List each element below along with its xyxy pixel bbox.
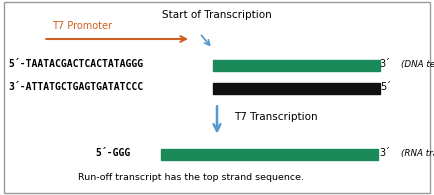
Text: 5´: 5´ xyxy=(380,82,391,92)
FancyBboxPatch shape xyxy=(4,2,430,193)
Text: Start of Transcription: Start of Transcription xyxy=(162,10,272,20)
Text: 5´-TAATACGACTCACTATAGGG: 5´-TAATACGACTCACTATAGGG xyxy=(9,59,144,69)
Text: 5´-GGG: 5´-GGG xyxy=(95,148,131,158)
Text: (RNA transcript): (RNA transcript) xyxy=(401,149,434,158)
Bar xyxy=(213,60,380,71)
Text: 3´: 3´ xyxy=(380,59,391,69)
Text: T7 Transcription: T7 Transcription xyxy=(234,112,318,122)
Text: (DNA template): (DNA template) xyxy=(401,60,434,69)
Text: Run-off transcript has the top strand sequence.: Run-off transcript has the top strand se… xyxy=(78,173,304,182)
Text: 3´-ATTATGCTGAGTGATATCCC: 3´-ATTATGCTGAGTGATATCCC xyxy=(9,82,144,92)
Bar xyxy=(161,149,378,160)
Text: T7 Promoter: T7 Promoter xyxy=(52,21,112,31)
Bar xyxy=(213,83,380,94)
Text: 3´: 3´ xyxy=(380,148,391,158)
